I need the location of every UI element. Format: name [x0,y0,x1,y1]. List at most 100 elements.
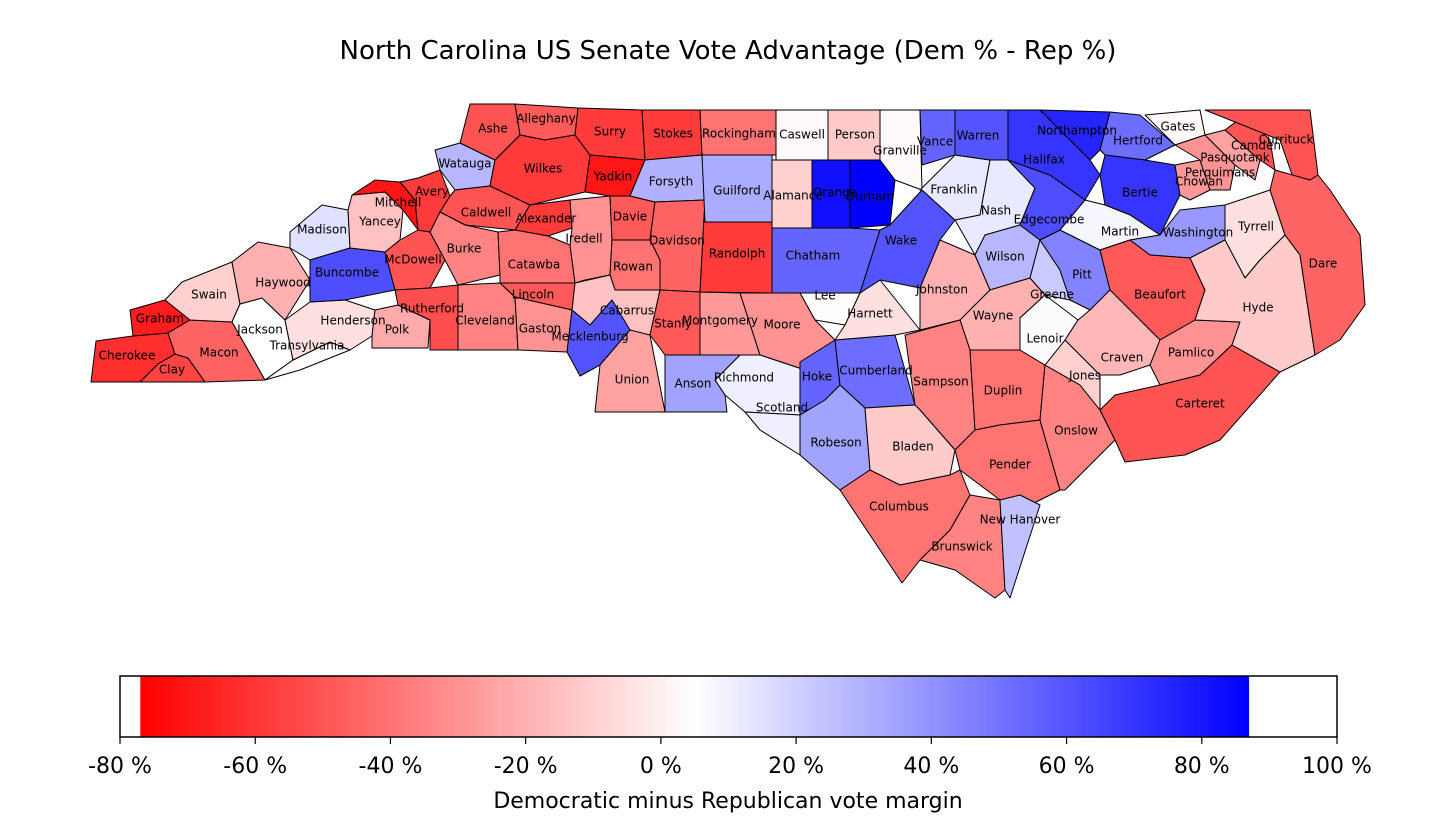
county-label-chowan: Chowan [1175,175,1223,189]
county-label-cleveland: Cleveland [455,314,515,328]
county-label-catawba: Catawba [508,258,561,272]
county-label-mcdowell: McDowell [384,253,441,267]
county-label-guilford: Guilford [713,184,760,198]
county-label-vance: Vance [917,135,953,149]
county-label-richmond: Richmond [714,371,774,385]
county-label-chatham: Chatham [786,249,841,263]
county-label-new-hanover: New Hanover [980,513,1061,527]
county-label-scotland: Scotland [756,401,808,415]
county-label-columbus: Columbus [869,500,929,514]
colorbar-label: Democratic minus Republican vote margin [493,789,962,814]
county-union [594,329,666,413]
county-label-wayne: Wayne [973,309,1014,323]
county-label-person: Person [835,128,875,142]
county-label-montgomery: Montgomery [682,314,758,328]
colorbar-tick-label: -80 % [88,754,152,779]
county-label-transylvania: Transylvania [269,339,345,353]
county-mecklenburg [566,299,631,377]
county-label-swain: Swain [191,288,227,302]
county-label-hyde: Hyde [1242,301,1273,315]
county-label-warren: Warren [957,129,1000,143]
colorbar: -80 % -60 % -40 % -20 % 0 % 20 % 40 % 60 % 80 % 1… [88,675,1372,814]
county-label-haywood: Haywood [255,276,311,290]
colorbar-ticks: -80 % -60 % -40 % -20 % 0 % 20 % 40 % 60 % 80 % 1… [88,737,1372,779]
county-label-dare: Dare [1309,257,1338,271]
county-columbus [839,469,971,584]
county-label-hoke: Hoke [802,370,832,384]
county-label-yancey: Yancey [358,215,401,229]
county-label-edgecombe: Edgecombe [1014,213,1085,227]
county-label-rutherford: Rutherford [400,302,464,316]
county-durham [849,159,896,229]
county-label-northampton: Northampton [1037,124,1117,138]
county-label-stanly: Stanly [654,317,692,331]
county-label-rowan: Rowan [613,260,653,274]
county-label-moore: Moore [763,318,800,332]
county-label-caswell: Caswell [779,128,825,142]
county-label-ashe: Ashe [478,122,507,136]
county-label-lincoln: Lincoln [512,288,555,302]
county-label-cherokee: Cherokee [99,349,156,363]
colorbar-tick-label: 40 % [903,754,959,779]
county-label-yadkin: Yadkin [593,170,633,184]
county-label-union: Union [615,373,650,387]
colorbar-tick-label: 100 % [1302,754,1372,779]
county-label-hertford: Hertford [1113,134,1163,148]
colorbar-tick-label: -60 % [223,754,287,779]
county-label-halifax: Halifax [1023,153,1065,167]
county-granville [879,109,923,191]
county-label-surry: Surry [594,125,626,139]
county-label-graham: Graham [136,312,184,326]
county-label-davie: Davie [613,210,647,224]
county-label-forsyth: Forsyth [649,175,693,189]
county-new-hanover [999,494,1041,599]
county-label-lee: Lee [814,289,835,303]
county-label-washington: Washington [1163,226,1234,240]
county-label-burke: Burke [447,242,482,256]
county-label-mecklenburg: Mecklenburg [551,330,628,344]
county-label-pasquotank: Pasquotank [1200,151,1270,165]
county-label-durham: Durham [846,190,894,204]
county-label-layer: Cherokee Graham Clay Macon Swain Jackson Haywo… [99,112,1338,554]
county-label-harnett: Harnett [847,307,893,321]
county-label-bladen: Bladen [892,440,934,454]
county-label-stokes: Stokes [653,127,693,141]
county-label-johnston: Johnston [915,283,968,297]
colorbar-tick-label: 20 % [768,754,824,779]
county-label-beaufort: Beaufort [1134,288,1186,302]
colorbar-tick-label: -20 % [494,754,558,779]
county-label-jones: Jones [1068,369,1101,383]
county-label-carteret: Carteret [1175,397,1225,411]
county-label-caldwell: Caldwell [461,206,512,220]
county-label-henderson: Henderson [320,314,385,328]
county-label-randolph: Randolph [709,247,766,261]
county-northampton [1039,109,1111,161]
county-chowan [1174,159,1211,201]
county-label-granville: Granville [873,144,927,158]
colorbar-gradient [140,676,1250,737]
county-label-wilson: Wilson [985,250,1024,264]
county-label-watauga: Watauga [438,157,491,171]
county-label-buncombe: Buncombe [315,266,379,280]
county-layer [90,103,1366,599]
county-label-pamlico: Pamlico [1168,346,1214,360]
county-label-madison: Madison [297,223,347,237]
county-label-anson: Anson [674,377,711,391]
county-pasquotank [1204,129,1261,181]
county-label-robeson: Robeson [810,436,861,450]
county-haywood [231,241,311,321]
county-label-macon: Macon [199,346,238,360]
county-label-duplin: Duplin [984,384,1023,398]
colorbar-tick-label: 60 % [1039,754,1095,779]
county-label-alleghany: Alleghany [516,112,576,126]
colorbar-tick-label: 80 % [1174,754,1230,779]
map-title: North Carolina US Senate Vote Advantage … [339,36,1117,66]
county-label-lenoir: Lenoir [1026,332,1063,346]
colorbar-tick-label: 0 % [640,754,682,779]
county-label-franklin: Franklin [930,183,977,197]
county-label-pender: Pender [989,458,1031,472]
county-label-jackson: Jackson [236,323,283,337]
county-label-currituck: Currituck [1259,133,1314,147]
county-label-sampson: Sampson [913,375,968,389]
